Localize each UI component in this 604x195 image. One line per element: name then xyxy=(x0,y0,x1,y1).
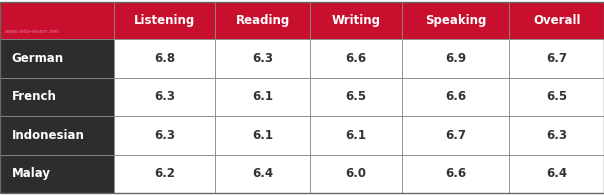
Text: 6.7: 6.7 xyxy=(546,52,567,65)
Text: 6.0: 6.0 xyxy=(345,167,367,180)
Bar xyxy=(0,39,114,78)
Text: www.ielts-exam.net: www.ielts-exam.net xyxy=(4,29,59,34)
Bar xyxy=(310,39,402,78)
Text: Overall: Overall xyxy=(533,14,580,27)
Bar xyxy=(0,78,114,116)
Bar xyxy=(114,78,216,116)
Text: 6.7: 6.7 xyxy=(445,129,466,142)
Text: French: French xyxy=(11,90,56,103)
Text: 6.1: 6.1 xyxy=(345,129,367,142)
Bar xyxy=(310,116,402,155)
Bar xyxy=(402,2,509,39)
Text: Indonesian: Indonesian xyxy=(11,129,85,142)
Bar xyxy=(114,116,216,155)
Text: 6.4: 6.4 xyxy=(252,167,274,180)
Text: Speaking: Speaking xyxy=(425,14,486,27)
Bar xyxy=(402,116,509,155)
Bar xyxy=(509,39,604,78)
Bar xyxy=(216,2,310,39)
Bar xyxy=(114,2,216,39)
Text: 6.8: 6.8 xyxy=(154,52,175,65)
Text: 6.3: 6.3 xyxy=(155,90,175,103)
Bar xyxy=(402,39,509,78)
Bar xyxy=(114,155,216,193)
Bar xyxy=(216,39,310,78)
Text: 6.6: 6.6 xyxy=(445,90,466,103)
Bar xyxy=(509,116,604,155)
Text: German: German xyxy=(11,52,63,65)
Bar xyxy=(0,116,114,155)
Text: 6.6: 6.6 xyxy=(445,167,466,180)
Text: Reading: Reading xyxy=(236,14,290,27)
Text: 6.4: 6.4 xyxy=(546,167,567,180)
Text: 6.1: 6.1 xyxy=(252,129,274,142)
Bar xyxy=(0,155,114,193)
Text: 6.3: 6.3 xyxy=(252,52,274,65)
Text: 6.1: 6.1 xyxy=(252,90,274,103)
Bar xyxy=(216,116,310,155)
Bar xyxy=(509,2,604,39)
Text: 6.2: 6.2 xyxy=(155,167,175,180)
Text: 6.9: 6.9 xyxy=(445,52,466,65)
Bar xyxy=(509,78,604,116)
Bar xyxy=(216,78,310,116)
Text: Listening: Listening xyxy=(134,14,196,27)
Bar xyxy=(402,155,509,193)
Text: 6.5: 6.5 xyxy=(345,90,367,103)
Text: Malay: Malay xyxy=(11,167,50,180)
Text: 6.3: 6.3 xyxy=(546,129,567,142)
Text: 6.3: 6.3 xyxy=(155,129,175,142)
Bar xyxy=(402,78,509,116)
Bar xyxy=(0,2,114,39)
Bar xyxy=(216,155,310,193)
Bar xyxy=(310,78,402,116)
Text: Writing: Writing xyxy=(332,14,381,27)
Text: 6.6: 6.6 xyxy=(345,52,367,65)
Bar xyxy=(509,155,604,193)
Bar xyxy=(114,39,216,78)
Bar xyxy=(310,155,402,193)
Text: 6.5: 6.5 xyxy=(546,90,567,103)
Bar xyxy=(310,2,402,39)
